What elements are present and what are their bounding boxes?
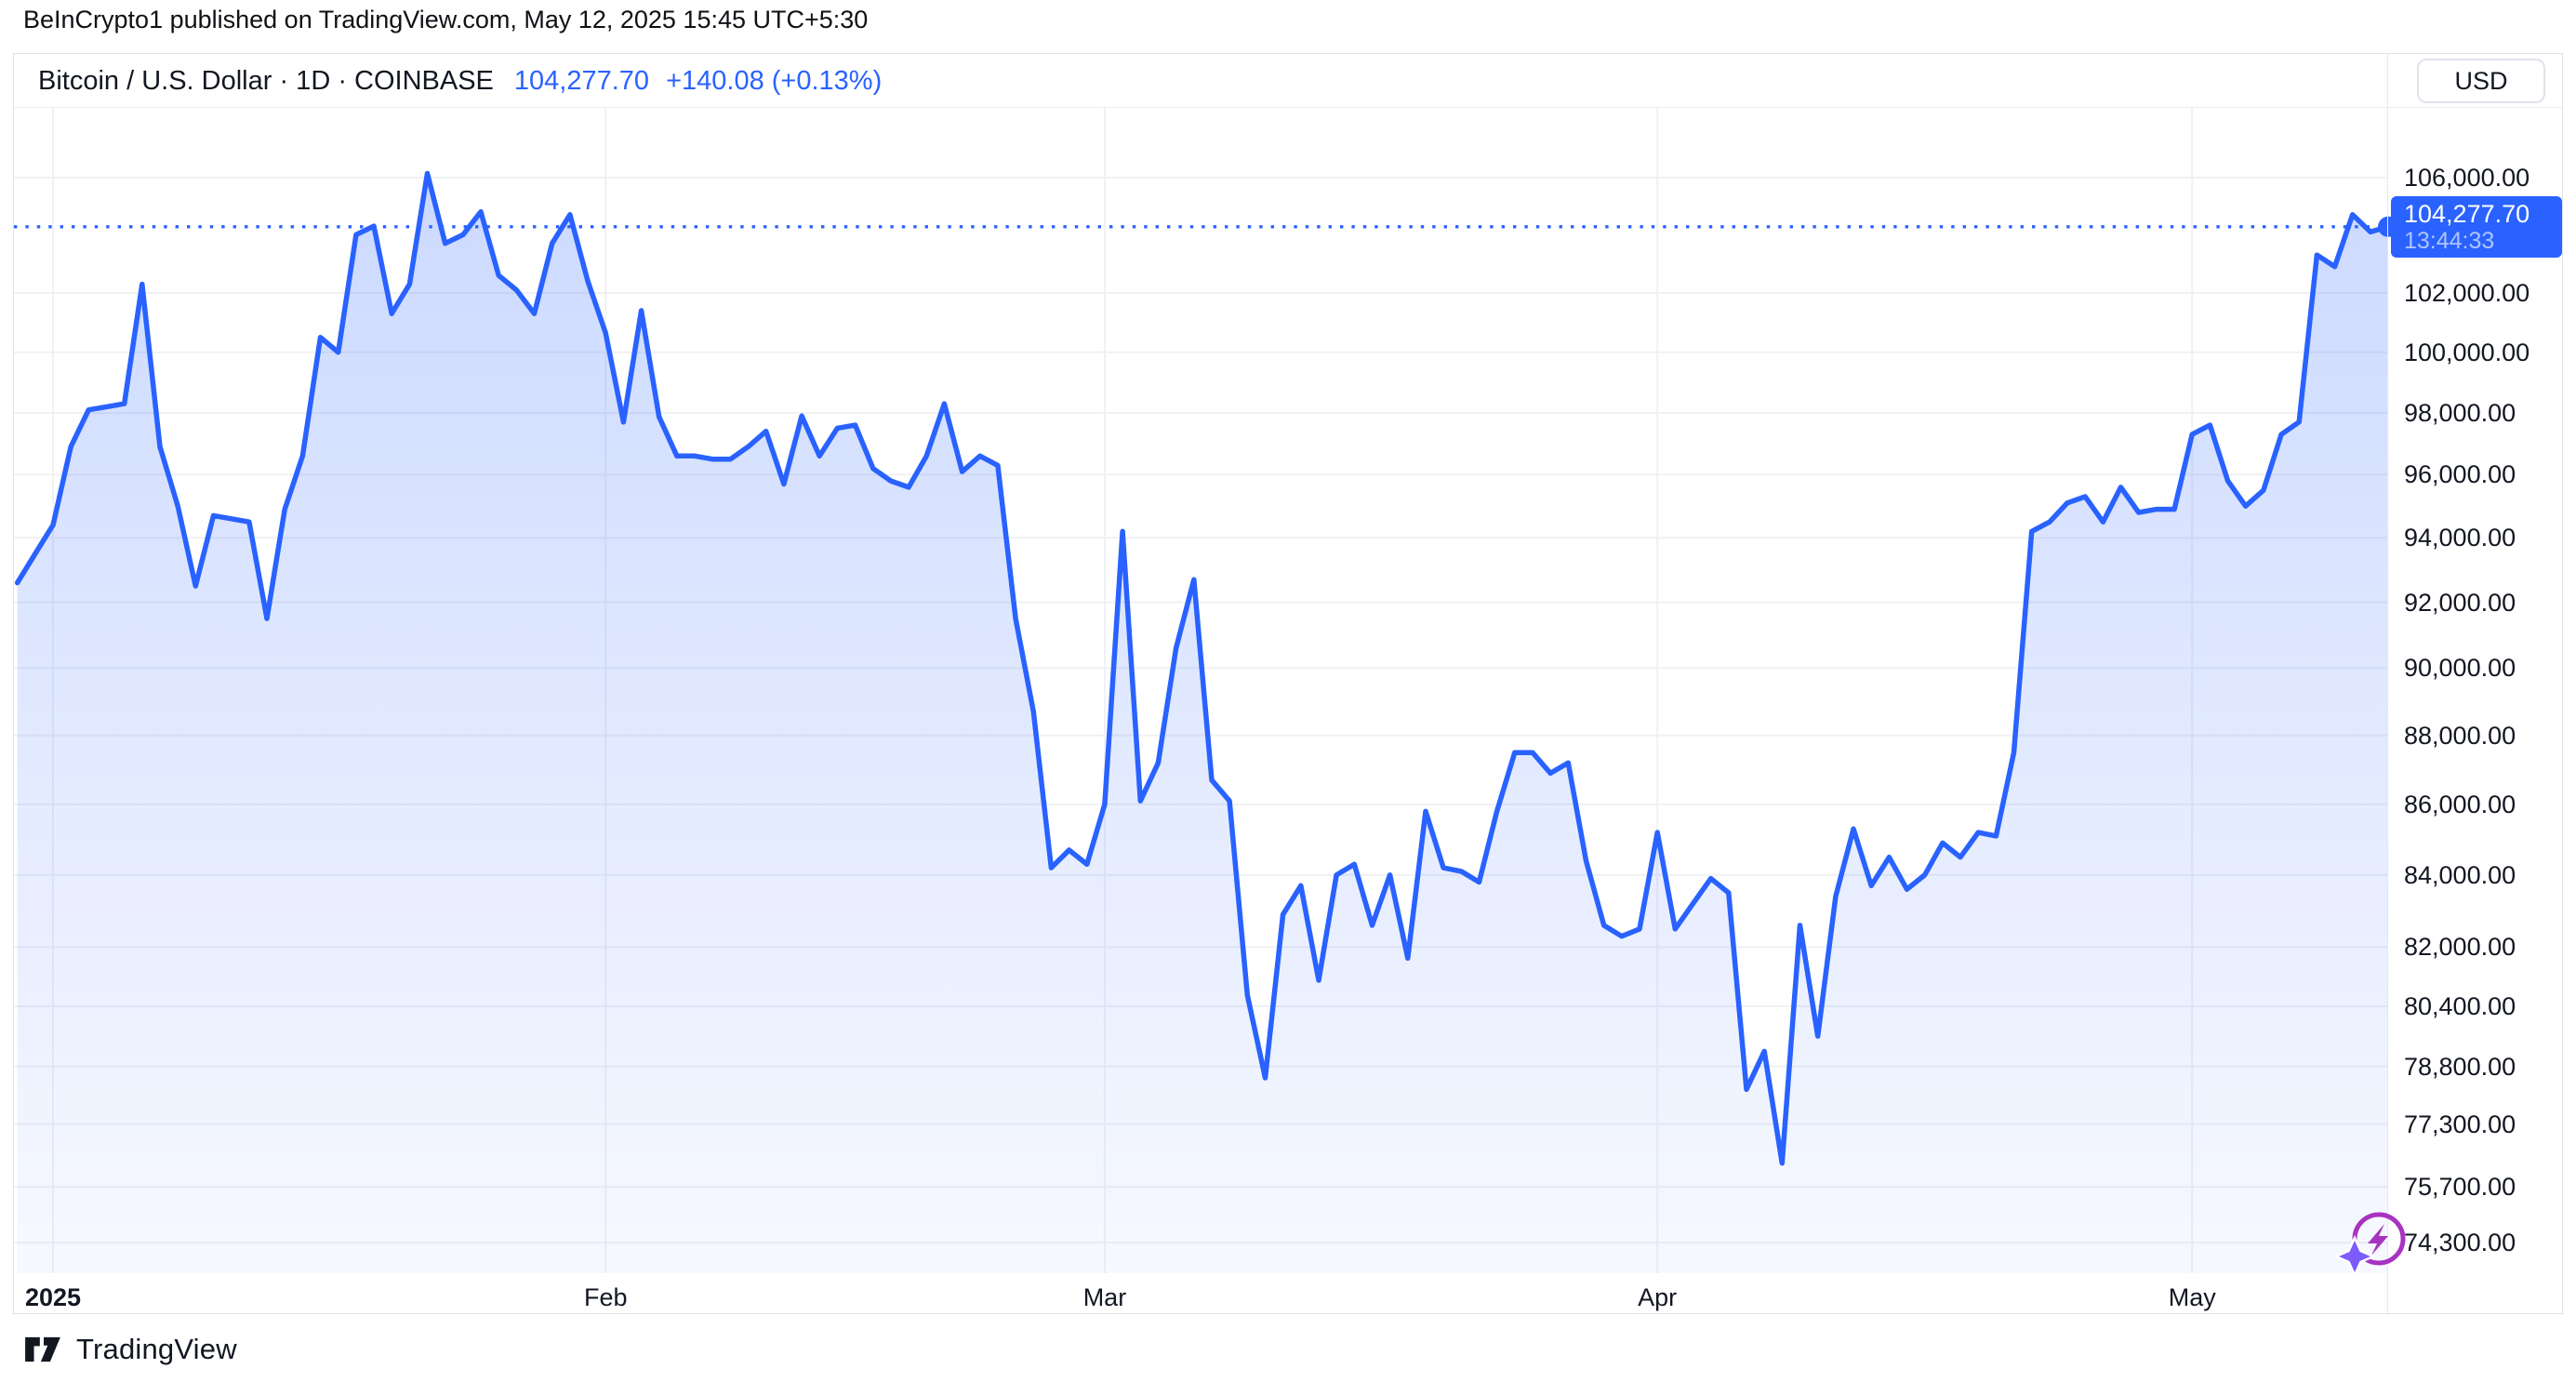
spark-lightning-icon[interactable]	[2332, 1203, 2416, 1287]
badge-price: 104,277.70	[2404, 199, 2530, 228]
time-tick-label: Mar	[1082, 1283, 1127, 1311]
price-tick-label: 82,000.00	[2404, 933, 2516, 962]
price-tick-label: 80,400.00	[2404, 991, 2516, 1020]
price-change: +140.08 (+0.13%)	[666, 65, 883, 96]
badge-time: 13:44:33	[2404, 227, 2495, 254]
symbol-legend[interactable]: Bitcoin / U.S. Dollar · 1D · COINBASE 10…	[38, 54, 882, 108]
sparkle-star-icon	[2332, 1234, 2377, 1279]
price-tick-label: 86,000.00	[2404, 790, 2516, 818]
last-price: 104,277.70	[513, 65, 650, 96]
price-tick-label: 90,000.00	[2404, 654, 2516, 683]
price-tick-label: 102,000.00	[2404, 279, 2530, 308]
price-tick-label: 78,800.00	[2404, 1052, 2516, 1081]
chart-widget: Bitcoin / U.S. Dollar · 1D · COINBASE 10…	[13, 53, 2563, 1314]
price-chart[interactable]	[14, 108, 2564, 1315]
price-tick-label: 84,000.00	[2404, 860, 2516, 889]
time-tick-label: 2025	[24, 1283, 82, 1311]
tradingview-attribution[interactable]: TradingView	[23, 1333, 237, 1366]
tradingview-wordmark: TradingView	[76, 1333, 237, 1365]
time-tick-label: Feb	[583, 1283, 628, 1311]
price-tick-label: 92,000.00	[2404, 588, 2516, 617]
chart-toolbar: Bitcoin / U.S. Dollar · 1D · COINBASE 10…	[14, 54, 2562, 108]
time-tick-label: May	[2168, 1283, 2216, 1311]
price-tick-label: 100,000.00	[2404, 338, 2530, 366]
symbol-title: Bitcoin / U.S. Dollar · 1D · COINBASE	[38, 65, 494, 96]
publish-header: BeInCrypto1 published on TradingView.com…	[23, 6, 869, 33]
price-tick-label: 94,000.00	[2404, 524, 2516, 552]
price-tick-label: 88,000.00	[2404, 721, 2516, 750]
price-axis-separator[interactable]	[2387, 54, 2388, 1313]
current-price-badge: 104,277.70 13:44:33	[2391, 195, 2562, 258]
time-tick-label: Apr	[1638, 1283, 1678, 1311]
price-tick-label: 98,000.00	[2404, 398, 2516, 427]
currency-toggle-button[interactable]: USD	[2417, 59, 2545, 103]
price-tick-label: 106,000.00	[2404, 164, 2530, 193]
price-tick-label: 96,000.00	[2404, 460, 2516, 489]
price-tick-label: 77,300.00	[2404, 1110, 2516, 1138]
lightning-bolt-icon	[2368, 1224, 2388, 1256]
price-tick-label: 75,700.00	[2404, 1173, 2516, 1202]
tradingview-logo-icon	[25, 1336, 60, 1362]
price-tick-label: 74,300.00	[2404, 1229, 2516, 1257]
